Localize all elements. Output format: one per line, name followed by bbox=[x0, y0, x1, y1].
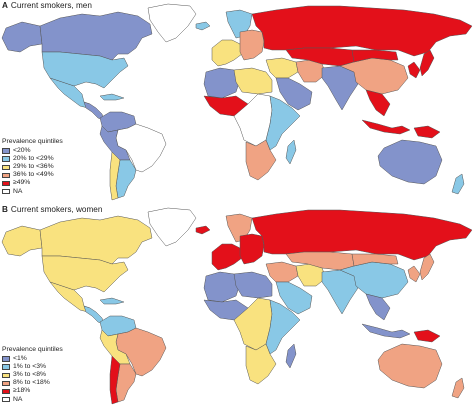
legend-label: 8% to <18% bbox=[13, 379, 50, 387]
legend-label: 36% to <49% bbox=[13, 171, 54, 179]
region-alaska bbox=[1, 21, 43, 53]
region-southern-africa bbox=[245, 343, 277, 385]
region-north-africa-east bbox=[233, 271, 273, 299]
region-korea-japan bbox=[407, 49, 435, 79]
region-peru-bolivia bbox=[99, 329, 131, 365]
region-arabia bbox=[275, 77, 313, 111]
region-middle-east bbox=[265, 261, 299, 283]
legend: Prevalence quintiles <20% 20% to <29% 29… bbox=[2, 138, 63, 196]
legend-swatch bbox=[2, 356, 10, 362]
region-papua bbox=[413, 125, 441, 139]
legend-swatch bbox=[2, 172, 10, 179]
region-india bbox=[321, 269, 359, 315]
legend-label: 20% to <29% bbox=[13, 155, 54, 163]
legend-item: 36% to <49% bbox=[2, 171, 63, 179]
world-map-men bbox=[1, 3, 473, 201]
legend-swatch bbox=[2, 364, 10, 370]
legend-swatch bbox=[2, 156, 10, 162]
region-madagascar bbox=[285, 343, 297, 369]
region-north-africa-west bbox=[203, 271, 241, 303]
panel-title: Current smokers, women bbox=[10, 205, 103, 214]
region-india bbox=[321, 65, 359, 111]
legend-item: ≥18% bbox=[2, 387, 63, 395]
legend-item: ≥49% bbox=[2, 179, 63, 187]
region-north-africa-west bbox=[203, 67, 241, 99]
legend-title: Prevalence quintiles bbox=[2, 346, 63, 353]
region-western-europe bbox=[211, 39, 243, 67]
region-new-zealand bbox=[451, 173, 465, 195]
legend-swatch bbox=[2, 164, 10, 171]
region-southern-africa bbox=[245, 139, 277, 181]
legend-swatch bbox=[2, 380, 10, 387]
legend-swatch bbox=[2, 188, 10, 195]
legend-label: 1% to <3% bbox=[13, 363, 47, 371]
region-iceland bbox=[195, 225, 211, 235]
region-korea-japan bbox=[407, 253, 435, 283]
legend-item: 20% to <29% bbox=[2, 155, 63, 163]
legend-swatch bbox=[2, 180, 10, 187]
region-greenland bbox=[147, 3, 197, 43]
region-papua bbox=[413, 329, 441, 343]
region-mongolia bbox=[351, 253, 399, 267]
region-peru-bolivia bbox=[99, 125, 131, 161]
region-russia bbox=[251, 209, 473, 261]
panel-heading: A Current smokers, men bbox=[2, 1, 92, 10]
legend-label: 3% to <8% bbox=[13, 371, 47, 379]
region-russia bbox=[251, 5, 473, 57]
region-chile bbox=[109, 151, 121, 201]
legend-item: NA bbox=[2, 396, 63, 404]
region-greenland bbox=[147, 207, 197, 247]
region-australia bbox=[377, 343, 443, 389]
region-alaska bbox=[1, 225, 43, 257]
region-eastern-europe bbox=[239, 233, 265, 265]
legend-item: 8% to <18% bbox=[2, 379, 63, 387]
panel-women: B Current smokers, women Prevalence quint… bbox=[0, 204, 474, 407]
region-chile bbox=[109, 355, 121, 405]
legend: Prevalence quintiles <1% 1% to <3% 3% to… bbox=[2, 346, 63, 404]
legend-label: NA bbox=[13, 187, 23, 195]
region-eastern-europe bbox=[239, 29, 265, 61]
legend-swatch bbox=[2, 372, 10, 379]
legend-label: NA bbox=[13, 395, 23, 403]
legend-item: <1% bbox=[2, 355, 63, 363]
region-new-zealand bbox=[451, 377, 465, 399]
legend-item: <20% bbox=[2, 147, 63, 155]
panel-men: A Current smokers, men Prevalence quintil… bbox=[0, 0, 474, 203]
region-madagascar bbox=[285, 139, 297, 165]
legend-label: ≥49% bbox=[13, 179, 31, 187]
region-australia bbox=[377, 139, 443, 185]
region-arabia bbox=[275, 281, 313, 315]
legend-swatch bbox=[2, 396, 10, 403]
region-mongolia bbox=[351, 49, 399, 63]
region-north-africa-east bbox=[233, 67, 273, 95]
panel-letter: A bbox=[2, 1, 8, 10]
legend-label: <1% bbox=[13, 355, 27, 363]
legend-swatch bbox=[2, 388, 10, 395]
legend-item: 3% to <8% bbox=[2, 371, 63, 379]
region-caribbean bbox=[99, 93, 125, 101]
legend-item: 29% to <36% bbox=[2, 163, 63, 171]
legend-item: NA bbox=[2, 188, 63, 196]
region-east-africa bbox=[265, 95, 301, 151]
region-indonesia bbox=[361, 323, 411, 339]
legend-swatch bbox=[2, 148, 10, 154]
legend-label: 29% to <36% bbox=[13, 163, 54, 171]
region-caribbean bbox=[99, 297, 125, 305]
legend-label: ≥18% bbox=[13, 387, 31, 395]
region-east-africa bbox=[265, 299, 301, 355]
legend-title: Prevalence quintiles bbox=[2, 138, 63, 145]
region-iceland bbox=[195, 21, 211, 31]
region-southeast-asia bbox=[365, 293, 391, 321]
region-middle-east bbox=[265, 57, 299, 79]
legend-label: <20% bbox=[13, 147, 31, 155]
world-map-women bbox=[1, 207, 473, 405]
region-southeast-asia bbox=[365, 89, 391, 117]
region-indonesia bbox=[361, 119, 411, 135]
panel-heading: B Current smokers, women bbox=[2, 205, 102, 214]
region-western-europe bbox=[211, 243, 243, 271]
panel-letter: B bbox=[2, 205, 8, 214]
panel-title: Current smokers, men bbox=[10, 1, 92, 10]
legend-item: 1% to <3% bbox=[2, 363, 63, 371]
